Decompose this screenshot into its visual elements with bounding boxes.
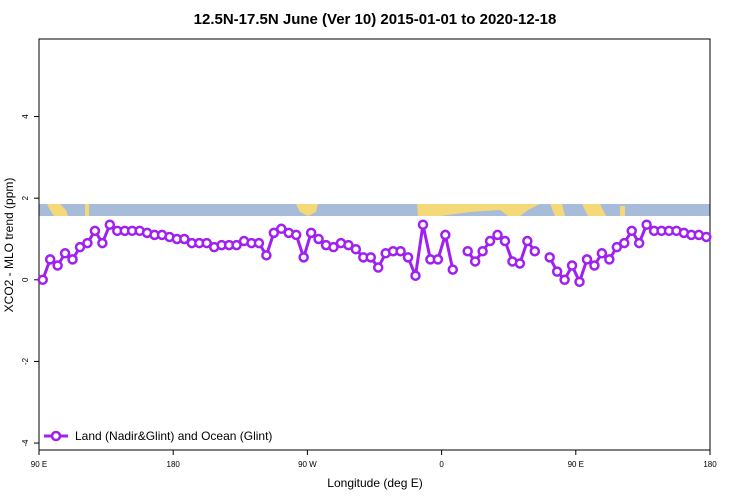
point (261, 250, 272, 261)
y-tick-label: 4 (21, 114, 30, 119)
point (596, 248, 608, 259)
point (201, 237, 212, 249)
point (604, 254, 615, 265)
point (469, 256, 481, 267)
point (611, 241, 623, 253)
point (290, 229, 302, 241)
point (484, 235, 496, 247)
point (74, 241, 86, 253)
point (44, 254, 56, 265)
point (343, 239, 354, 251)
point (253, 237, 265, 249)
point (477, 245, 488, 257)
point (499, 235, 511, 247)
point (559, 274, 570, 286)
x-tick-label: 180 (703, 460, 717, 469)
x-tick-label: 180 (167, 460, 181, 469)
point (581, 254, 593, 265)
point (59, 248, 71, 259)
point (566, 260, 578, 271)
point (37, 274, 48, 286)
y-tick-label: 0 (21, 277, 30, 282)
x-tick-label: 90 E (568, 460, 584, 469)
point (365, 252, 377, 263)
x-tick-label: 90 W (298, 460, 317, 469)
point (514, 258, 526, 269)
point (589, 260, 600, 271)
legend: Land (Nadir&Glint) and Ocean (Glint) (44, 429, 272, 443)
y-tick-label: -4 (21, 439, 30, 447)
point (410, 270, 421, 281)
point (313, 233, 324, 245)
y-tick-label: 2 (21, 195, 30, 200)
point (328, 241, 339, 253)
point (633, 237, 645, 249)
point (432, 254, 444, 265)
point (350, 243, 362, 255)
x-axis-label: Longitude (deg E) (327, 476, 422, 490)
point (89, 225, 101, 237)
point (641, 219, 652, 230)
point (492, 229, 503, 241)
point (268, 227, 280, 239)
point (619, 237, 630, 249)
point (402, 252, 414, 263)
point (544, 252, 555, 263)
point (97, 237, 108, 249)
point (82, 237, 93, 249)
y-tick-label: -2 (21, 357, 30, 365)
point (67, 254, 78, 265)
point (52, 260, 63, 271)
plot-frame (38, 38, 711, 451)
x-tick-label: 0 (439, 460, 444, 469)
point (305, 227, 317, 239)
point (440, 229, 451, 241)
map-strip (39, 204, 710, 216)
point (574, 276, 585, 288)
y-axis-label: XCO2 - MLO trend (ppm) (2, 178, 16, 313)
point (417, 219, 429, 230)
point (462, 245, 473, 257)
point (276, 223, 287, 235)
point (447, 264, 459, 275)
point (551, 266, 563, 277)
x-tick-label: 90 E (31, 460, 47, 469)
point (104, 219, 116, 230)
legend-label: Land (Nadir&Glint) and Ocean (Glint) (75, 429, 272, 443)
point (701, 231, 712, 243)
point (522, 235, 533, 247)
point (626, 225, 637, 237)
legend-marker (50, 430, 62, 442)
point (372, 262, 384, 273)
point (179, 233, 190, 245)
point (395, 245, 406, 257)
point (529, 245, 541, 257)
chart-title: 12.5N-17.5N June (Ver 10) 2015-01-01 to … (194, 11, 557, 28)
point (231, 239, 242, 251)
point (298, 252, 309, 263)
